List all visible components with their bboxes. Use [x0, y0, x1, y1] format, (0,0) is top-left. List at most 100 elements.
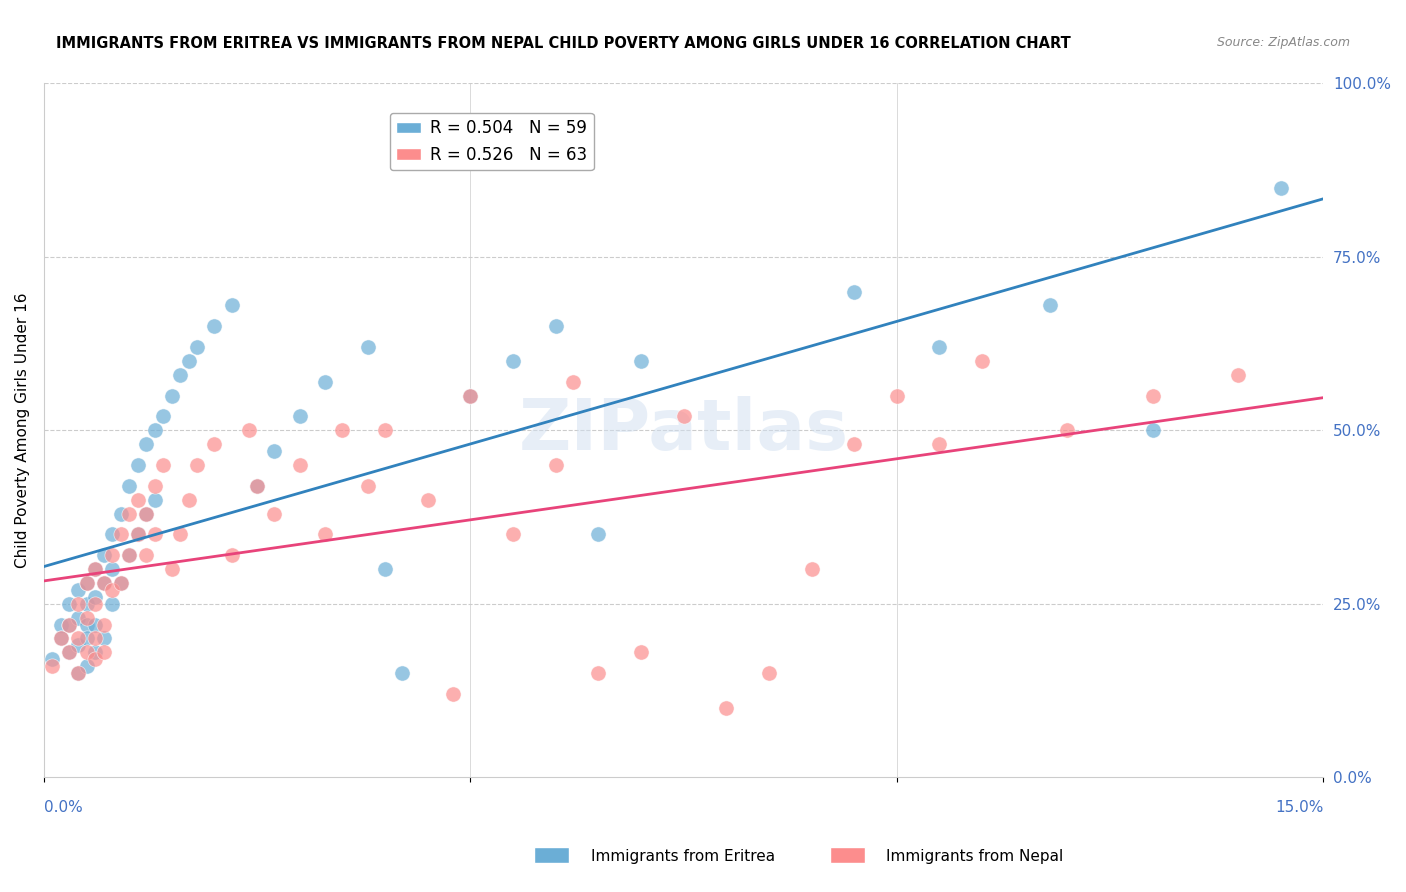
Point [110, 576, 132, 591]
Point [93, 617, 115, 632]
Point [84, 645, 107, 659]
Point [844, 285, 866, 299]
Point [76, 576, 98, 591]
Point [58, 645, 80, 659]
Point [143, 479, 166, 493]
Point [101, 527, 124, 541]
Text: Immigrants from Nepal: Immigrants from Nepal [886, 849, 1063, 863]
Point [93, 548, 115, 562]
Point [58, 617, 80, 632]
Point [84, 562, 107, 576]
Point [127, 492, 149, 507]
Point [84, 590, 107, 604]
Point [93, 576, 115, 591]
Point [246, 479, 269, 493]
Point [143, 527, 166, 541]
Point [246, 479, 269, 493]
Point [1270, 180, 1292, 194]
Point [93, 632, 115, 646]
Point [76, 617, 98, 632]
Point [66, 632, 89, 646]
Point [84, 562, 107, 576]
Point [758, 666, 780, 681]
Point [288, 458, 311, 472]
Point [127, 527, 149, 541]
Point [58, 645, 80, 659]
Text: ZIPatlas: ZIPatlas [519, 396, 849, 465]
Point [76, 610, 98, 624]
Point [441, 687, 464, 701]
Point [416, 492, 439, 507]
Point [630, 354, 652, 368]
Point [357, 479, 380, 493]
Point [238, 423, 260, 437]
Point [374, 562, 396, 576]
Point [221, 548, 243, 562]
Point [49, 617, 72, 632]
Point [1056, 423, 1078, 437]
Point [58, 617, 80, 632]
Point [314, 527, 336, 541]
Point [169, 527, 191, 541]
Point [288, 409, 311, 424]
Point [127, 527, 149, 541]
Point [66, 597, 89, 611]
Point [332, 423, 354, 437]
Point [76, 645, 98, 659]
Point [66, 639, 89, 653]
Point [76, 632, 98, 646]
Point [1142, 423, 1164, 437]
Point [374, 423, 396, 437]
Legend: R = 0.504   N = 59, R = 0.526   N = 63: R = 0.504 N = 59, R = 0.526 N = 63 [389, 112, 593, 170]
Point [204, 319, 226, 334]
Y-axis label: Child Poverty Among Girls Under 16: Child Poverty Among Girls Under 16 [15, 293, 30, 568]
Point [152, 458, 174, 472]
Point [66, 666, 89, 681]
Point [58, 597, 80, 611]
Point [800, 562, 823, 576]
Point [588, 527, 610, 541]
Point [135, 548, 157, 562]
Point [66, 582, 89, 597]
Point [101, 597, 124, 611]
Text: 15.0%: 15.0% [1275, 800, 1323, 815]
Point [588, 666, 610, 681]
Point [76, 576, 98, 591]
Point [118, 507, 141, 521]
Point [84, 652, 107, 666]
Point [1142, 389, 1164, 403]
Point [84, 632, 107, 646]
Point [844, 437, 866, 451]
Point [118, 479, 141, 493]
Point [314, 375, 336, 389]
Point [76, 659, 98, 673]
Point [135, 507, 157, 521]
Point [263, 507, 285, 521]
Point [1227, 368, 1250, 382]
Point [143, 423, 166, 437]
Point [544, 319, 567, 334]
Point [93, 645, 115, 659]
Point [66, 610, 89, 624]
Point [110, 576, 132, 591]
Point [76, 597, 98, 611]
Point [101, 548, 124, 562]
Point [672, 409, 695, 424]
Point [460, 389, 482, 403]
Point [84, 617, 107, 632]
Point [160, 562, 183, 576]
Point [41, 659, 63, 673]
Point [118, 548, 141, 562]
Point [49, 632, 72, 646]
Point [357, 340, 380, 354]
Point [502, 354, 524, 368]
Point [204, 437, 226, 451]
Text: Immigrants from Eritrea: Immigrants from Eritrea [591, 849, 775, 863]
Text: 0.0%: 0.0% [44, 800, 83, 815]
Point [110, 527, 132, 541]
Point [928, 437, 950, 451]
Point [391, 666, 413, 681]
Point [66, 666, 89, 681]
Point [263, 444, 285, 458]
Point [169, 368, 191, 382]
